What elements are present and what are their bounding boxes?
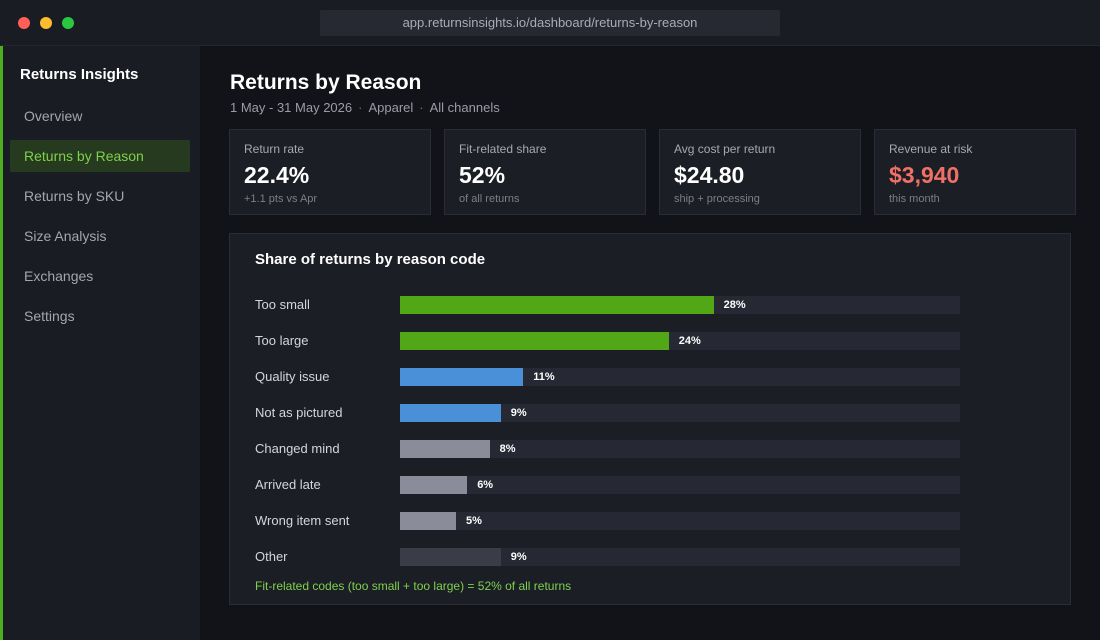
bar-value-label: 6% <box>477 479 494 491</box>
kpi-value: $24.80 <box>674 162 745 188</box>
bar-track: 6% <box>400 476 960 494</box>
kpi-card-return-rate: Return rate 22.4% +1.1 pts vs Apr <box>229 129 431 215</box>
category-filter[interactable]: Apparel <box>368 100 414 115</box>
bar-category-label: Wrong item sent <box>255 513 350 528</box>
chart-title: Share of returns by reason code <box>255 251 486 268</box>
bar[interactable] <box>400 476 468 494</box>
maximize-window-button[interactable] <box>62 17 74 29</box>
bar-track: 5% <box>400 512 960 530</box>
sidebar-item-returns-by-sku[interactable]: Returns by SKU <box>24 188 125 204</box>
page-title: Returns by Reason <box>230 71 422 94</box>
kpi-label: Avg cost per return <box>674 142 776 156</box>
bar-track: 8% <box>400 440 960 458</box>
bar-category-label: Not as pictured <box>255 405 343 420</box>
bar-row: Not as pictured 9% <box>230 404 1070 422</box>
bar-category-label: Changed mind <box>255 441 340 456</box>
kpi-subtext: of all returns <box>459 193 520 205</box>
kpi-value: 22.4% <box>244 162 310 188</box>
bar-row: Too large 24% <box>230 332 1070 350</box>
bar[interactable] <box>400 368 524 386</box>
bar[interactable] <box>400 296 714 314</box>
sidebar-item-returns-by-reason[interactable]: Returns by Reason <box>10 140 190 172</box>
main-content: Returns by Reason 1 May - 31 May 2026 · Ap… <box>200 46 1100 640</box>
channel-filter[interactable]: All channels <box>429 100 500 115</box>
bar-category-label: Quality issue <box>255 369 330 384</box>
bar-category-label: Other <box>255 549 288 564</box>
bar-value-label: 5% <box>466 515 482 527</box>
bar-value-label: 28% <box>723 299 746 311</box>
separator: · <box>419 100 424 115</box>
title-bar: app.returnsinsights.io/dashboard/returns… <box>0 0 1100 46</box>
sidebar-item-size-analysis[interactable]: Size Analysis <box>24 228 107 244</box>
sidebar-item-overview[interactable]: Overview <box>24 108 83 124</box>
app-brand: Returns Insights <box>20 66 139 83</box>
page-filters: 1 May - 31 May 2026 · Apparel · All channels <box>230 100 500 115</box>
bar-value-label: 9% <box>510 407 527 419</box>
bar-row: Too small 28% <box>230 296 1070 314</box>
kpi-label: Fit-related share <box>459 142 547 156</box>
kpi-subtext: ship + processing <box>674 193 760 205</box>
bar-row: Changed mind 8% <box>230 440 1070 458</box>
bar-row: Quality issue 11% <box>230 368 1070 386</box>
bar[interactable] <box>400 512 456 530</box>
date-range[interactable]: 1 May - 31 May 2026 <box>230 100 353 115</box>
sidebar-nav: Overview Returns by Reason Returns by SK… <box>10 100 190 340</box>
bar[interactable] <box>400 548 501 566</box>
kpi-card-avg-cost-per-return: Avg cost per return $24.80 ship + proces… <box>659 129 861 215</box>
bar-track: 11% <box>400 368 960 386</box>
address-bar[interactable]: app.returnsinsights.io/dashboard/returns… <box>320 10 780 36</box>
reason-chart-panel: Share of returns by reason code Too smal… <box>229 233 1071 605</box>
close-window-button[interactable] <box>18 17 30 29</box>
bar-category-label: Too small <box>255 297 310 312</box>
bar[interactable] <box>400 440 490 458</box>
bar-category-label: Arrived late <box>255 477 321 492</box>
bar-category-label: Too large <box>255 333 309 348</box>
bar-value-label: 24% <box>678 335 701 347</box>
sidebar-item-settings[interactable]: Settings <box>24 308 75 324</box>
sidebar: Returns Insights Overview Returns by Rea… <box>0 46 200 640</box>
kpi-card-fit-related-share: Fit-related share 52% of all returns <box>444 129 646 215</box>
kpi-card-revenue-at-risk: Revenue at risk $3,940 this month <box>874 129 1076 215</box>
kpi-subtext: +1.1 pts vs Apr <box>244 193 318 205</box>
chart-footnote: Fit-related codes (too small + too large… <box>255 579 572 593</box>
bar-value-label: 9% <box>510 551 527 563</box>
kpi-label: Revenue at risk <box>889 142 973 156</box>
bar-row: Other 9% <box>230 548 1070 566</box>
bar-track: 24% <box>400 332 960 350</box>
bar-row: Arrived late 6% <box>230 476 1070 494</box>
kpi-value: 52% <box>459 162 506 188</box>
bar-track: 9% <box>400 548 960 566</box>
minimize-window-button[interactable] <box>40 17 52 29</box>
bar-value-label: 11% <box>533 371 555 383</box>
bar-track: 28% <box>400 296 960 314</box>
bar-row: Wrong item sent 5% <box>230 512 1070 530</box>
sidebar-item-exchanges[interactable]: Exchanges <box>24 268 94 284</box>
bar-track: 9% <box>400 404 960 422</box>
separator: · <box>358 100 363 115</box>
kpi-value: $3,940 <box>889 162 960 188</box>
kpi-label: Return rate <box>244 142 305 156</box>
bar[interactable] <box>400 332 669 350</box>
kpi-subtext: this month <box>889 193 940 205</box>
bar-value-label: 8% <box>499 443 516 455</box>
bar[interactable] <box>400 404 501 422</box>
